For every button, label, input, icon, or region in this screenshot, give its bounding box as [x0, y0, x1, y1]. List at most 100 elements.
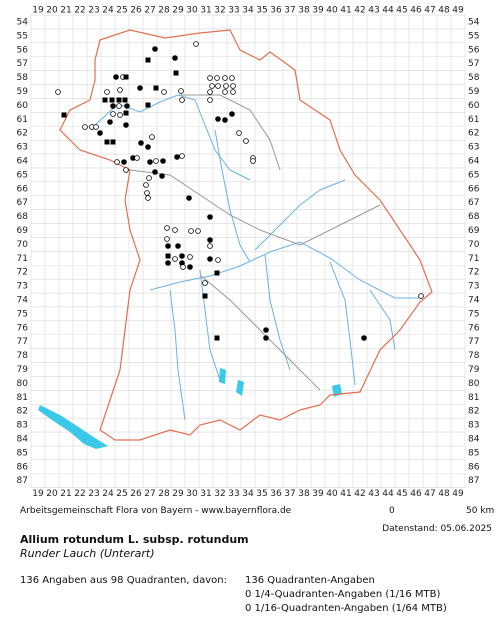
row-label: 72 — [468, 268, 479, 278]
record-circle — [161, 89, 167, 95]
record-circle — [230, 89, 236, 95]
record-circle — [207, 89, 213, 95]
title: Allium rotundum L. subsp. rotundum — [20, 533, 249, 546]
row-label: 67 — [468, 198, 479, 208]
column-label: 24 — [102, 489, 114, 499]
column-label: 31 — [200, 489, 211, 499]
row-label: 87 — [468, 476, 479, 486]
row-label: 73 — [468, 282, 479, 292]
row-label: 74 — [468, 296, 480, 306]
detail: 136 Quadranten-Angaben — [245, 575, 375, 586]
row-label: 61 — [17, 115, 28, 125]
row-label: 77 — [468, 337, 479, 347]
record-square — [122, 97, 128, 103]
row-label: 55 — [468, 31, 479, 41]
record-circle — [164, 236, 170, 242]
column-label: 22 — [74, 6, 85, 16]
row-label: 59 — [17, 87, 29, 97]
record-circle — [214, 75, 220, 81]
record-circle — [179, 97, 185, 103]
record-square — [145, 57, 151, 63]
record-circle — [164, 225, 170, 231]
column-label: 25 — [116, 6, 127, 16]
column-label: 30 — [186, 6, 198, 16]
record-square — [61, 112, 67, 118]
row-label: 83 — [468, 421, 479, 431]
column-label: 24 — [102, 6, 114, 16]
column-label: 28 — [158, 489, 170, 499]
row-label: 67 — [17, 198, 28, 208]
record-circle — [114, 159, 120, 165]
record-dot — [113, 74, 119, 80]
record-circle — [250, 158, 256, 164]
row-label: 62 — [468, 129, 479, 139]
record-circle — [193, 41, 199, 47]
row-label: 54 — [17, 18, 29, 28]
column-label: 47 — [424, 6, 435, 16]
record-square — [173, 70, 179, 76]
row-label: 85 — [468, 448, 479, 458]
lake — [219, 368, 226, 384]
river — [149, 241, 420, 299]
column-label: 21 — [60, 489, 71, 499]
record-square — [214, 335, 220, 341]
row-label: 84 — [17, 435, 29, 445]
row-label: 84 — [468, 435, 480, 445]
record-square — [202, 293, 208, 299]
column-label: 38 — [298, 489, 310, 499]
column-label: 45 — [396, 489, 407, 499]
map: 1919202021212222232324242525262627272828… — [17, 6, 480, 500]
row-label: 83 — [17, 421, 28, 431]
record-circle — [187, 254, 193, 260]
record-circle — [117, 87, 123, 93]
record-square — [145, 102, 151, 108]
record-dot — [147, 159, 153, 165]
river — [329, 261, 356, 386]
record-square — [165, 253, 171, 259]
row-label: 79 — [468, 365, 480, 375]
row-label: 66 — [17, 184, 29, 194]
record-dot — [229, 111, 235, 117]
scale-end: 50 km — [466, 506, 495, 516]
column-label: 20 — [46, 6, 58, 16]
row-label: 64 — [17, 157, 29, 167]
river — [169, 289, 186, 421]
record-circle — [222, 75, 228, 81]
row-label: 72 — [17, 268, 28, 278]
record-dot — [186, 195, 192, 201]
row-label: 78 — [468, 351, 480, 361]
record-dot — [215, 116, 221, 122]
row-label: 77 — [17, 337, 28, 347]
record-dot — [263, 327, 269, 333]
row-label: 58 — [17, 73, 29, 83]
column-label: 47 — [424, 489, 435, 499]
record-circle — [207, 75, 213, 81]
record-circle — [195, 228, 201, 234]
row-label: 55 — [17, 31, 28, 41]
row-label: 71 — [468, 254, 479, 264]
column-label: 41 — [340, 6, 351, 16]
column-label: 46 — [410, 6, 422, 16]
column-label: 44 — [382, 489, 394, 499]
column-label: 28 — [158, 6, 170, 16]
record-dot — [152, 46, 158, 52]
region-boundary — [199, 274, 321, 391]
record-dot — [165, 243, 171, 249]
record-circle — [145, 195, 151, 201]
detail: 0 1/16-Quadranten-Angaben (1/64 MTB) — [245, 603, 447, 614]
row-label: 58 — [468, 73, 480, 83]
record-circle — [178, 88, 184, 94]
subtitle: Runder Lauch (Unterart) — [20, 547, 155, 560]
row-label: 82 — [17, 407, 28, 417]
lake — [236, 380, 244, 396]
row-label: 63 — [17, 143, 28, 153]
column-label: 43 — [368, 6, 379, 16]
row-label: 61 — [468, 115, 479, 125]
row-label: 70 — [17, 240, 29, 250]
row-label: 59 — [468, 87, 480, 97]
record-circle — [55, 89, 61, 95]
region-boundary — [180, 94, 281, 171]
column-label: 29 — [172, 6, 184, 16]
record-circle — [116, 103, 122, 109]
